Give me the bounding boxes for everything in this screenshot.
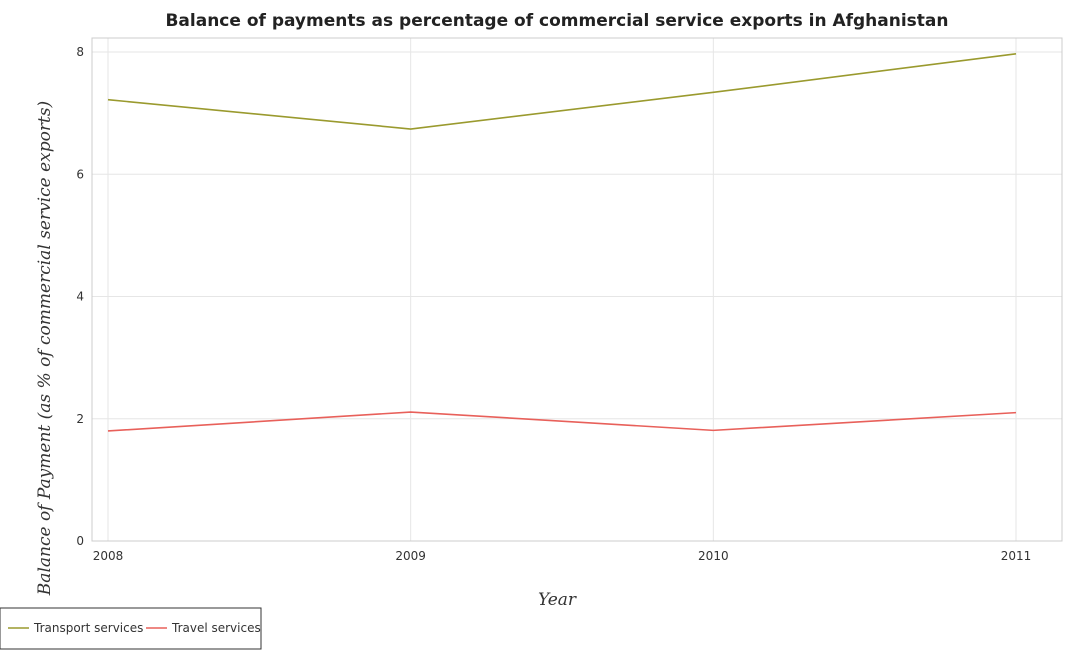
y-axis-ticks: 0 2 4 6 8 [76, 45, 84, 548]
y-tick-label: 2 [76, 412, 84, 426]
x-tick-label: 2010 [698, 549, 729, 563]
y-axis-label: Balance of Payment (as % of commercial s… [35, 101, 55, 596]
x-axis-ticks: 2008 2009 2010 2011 [93, 549, 1032, 563]
x-tick-label: 2008 [93, 549, 124, 563]
chart-title: Balance of payments as percentage of com… [165, 11, 948, 31]
legend-box [0, 607, 262, 650]
x-tick-label: 2009 [395, 549, 426, 563]
series-line-transport-services [107, 53, 1017, 130]
plot-frame [91, 37, 1063, 542]
x-axis-label: Year [538, 590, 577, 610]
legend-label-travel: Travel services [171, 621, 261, 635]
legend: Transport services Travel services [0, 607, 262, 650]
y-tick-label: 8 [76, 45, 84, 59]
y-tick-label: 0 [76, 534, 84, 548]
x-tick-label: 2011 [1001, 549, 1032, 563]
y-tick-label: 4 [76, 290, 84, 304]
y-tick-label: 6 [76, 167, 84, 181]
series-lines [107, 53, 1017, 432]
grid [92, 38, 1062, 542]
series-line-travel-services [107, 411, 1017, 432]
legend-label-transport: Transport services [33, 621, 143, 635]
